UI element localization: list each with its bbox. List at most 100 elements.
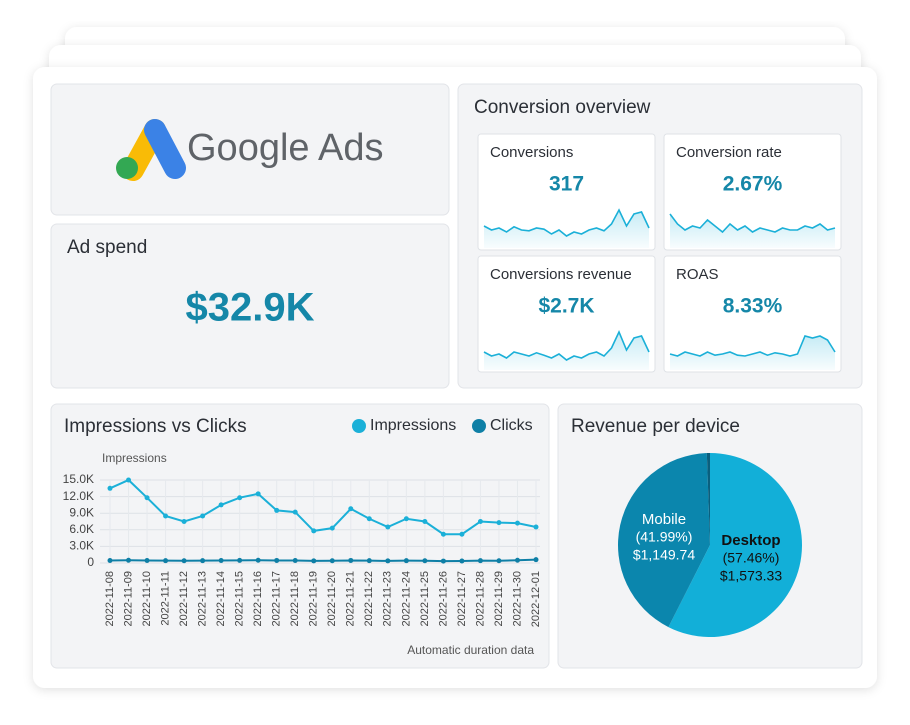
point — [329, 558, 335, 564]
x-tick-label: 2022-11-20 — [326, 571, 338, 626]
point — [218, 558, 224, 564]
point — [459, 531, 465, 537]
point — [422, 558, 428, 564]
slice-percent: (57.46%) — [723, 550, 780, 566]
kpi-card — [477, 133, 656, 251]
x-tick-label: 2022-11-28 — [474, 571, 486, 626]
point — [533, 557, 539, 563]
kpi-title: Conversions — [490, 144, 573, 161]
x-tick-label: 2022-12-01 — [530, 571, 542, 627]
point — [348, 506, 354, 512]
kpi-title: Conversions revenue — [490, 266, 632, 283]
point — [218, 502, 224, 508]
pie-slice — [706, 453, 710, 545]
point — [385, 524, 391, 530]
point — [292, 509, 298, 515]
note: Automatic duration data — [407, 643, 534, 657]
google-ads-icon — [116, 119, 186, 181]
point — [237, 495, 243, 501]
panel-title: Ad spend — [67, 237, 147, 258]
x-tick-label: 2022-11-18 — [289, 571, 301, 626]
x-tick-label: 2022-11-30 — [511, 571, 523, 626]
point — [459, 558, 465, 564]
point — [237, 557, 243, 563]
x-tick-label: 2022-11-16 — [252, 571, 264, 626]
slice-name: Desktop — [721, 532, 780, 549]
slice-percent: (41.99%) — [636, 529, 693, 545]
line — [109, 558, 537, 563]
kpi-value: 2.67% — [723, 173, 783, 196]
point — [366, 516, 372, 522]
point — [163, 513, 169, 519]
x-tick-label: 2022-11-27 — [456, 571, 468, 626]
panel-title: Conversion overview — [474, 97, 651, 118]
slice-revenue: $1,573.33 — [720, 568, 782, 584]
legend-label: Impressions — [370, 417, 456, 434]
point — [255, 557, 261, 563]
point — [200, 558, 206, 564]
kpi-value: 8.33% — [723, 295, 783, 318]
x-tick-label: 2022-11-09 — [122, 571, 134, 626]
point — [292, 558, 298, 564]
kpi-card — [663, 255, 842, 373]
legend-swatch — [472, 419, 486, 433]
x-tick-label: 2022-11-22 — [363, 571, 375, 626]
sparkline — [483, 208, 650, 237]
point — [440, 531, 446, 537]
y-tick-label: 12.0K — [63, 489, 94, 503]
point — [403, 516, 409, 522]
ad-spend-panel — [50, 223, 450, 389]
point — [477, 558, 483, 564]
point — [403, 558, 409, 564]
point — [496, 558, 502, 564]
x-tick-label: 2022-11-10 — [141, 571, 153, 626]
x-tick-label: 2022-11-26 — [437, 571, 449, 626]
point — [274, 507, 280, 513]
kpi-value: $2.7K — [538, 295, 594, 318]
sparkline — [669, 335, 836, 357]
point — [533, 524, 539, 530]
point — [126, 477, 132, 483]
point — [514, 557, 520, 563]
chart-title: Revenue per device — [571, 416, 740, 437]
point — [181, 558, 187, 564]
point — [366, 558, 372, 564]
chart-title: Impressions vs Clicks — [64, 416, 247, 437]
point — [200, 513, 206, 519]
point — [107, 485, 113, 491]
y-tick-label: 15.0K — [63, 472, 94, 486]
sparkline-area — [484, 210, 649, 248]
point — [311, 558, 317, 564]
x-tick-label: 2022-11-29 — [493, 571, 505, 626]
point — [107, 558, 113, 564]
point — [181, 519, 187, 524]
y-tick-label: 3.0K — [69, 539, 94, 553]
point — [514, 520, 520, 526]
logo-text: Google Ads — [187, 127, 383, 169]
point — [496, 520, 502, 526]
y-tick-label: 6.0K — [69, 522, 94, 536]
x-tick-label: 2022-11-23 — [382, 571, 394, 626]
point — [385, 558, 391, 564]
point — [144, 495, 150, 501]
point — [477, 519, 483, 524]
sparkline-area — [484, 332, 649, 370]
logo-panel — [50, 83, 450, 216]
point — [255, 491, 261, 497]
legend-label: Clicks — [490, 417, 533, 434]
point — [144, 558, 150, 564]
x-tick-label: 2022-11-24 — [400, 571, 412, 626]
axis-label: Impressions — [102, 451, 167, 465]
x-tick-label: 2022-11-17 — [271, 571, 283, 626]
legend-swatch — [352, 419, 366, 433]
x-tick-label: 2022-11-08 — [104, 571, 116, 626]
point — [440, 558, 446, 564]
point — [126, 557, 132, 563]
line — [109, 478, 537, 536]
x-tick-label: 2022-11-21 — [345, 571, 357, 626]
kpi-title: Conversion rate — [676, 144, 782, 161]
point — [274, 557, 280, 563]
x-tick-label: 2022-11-11 — [159, 571, 171, 626]
x-tick-label: 2022-11-12 — [178, 571, 190, 626]
